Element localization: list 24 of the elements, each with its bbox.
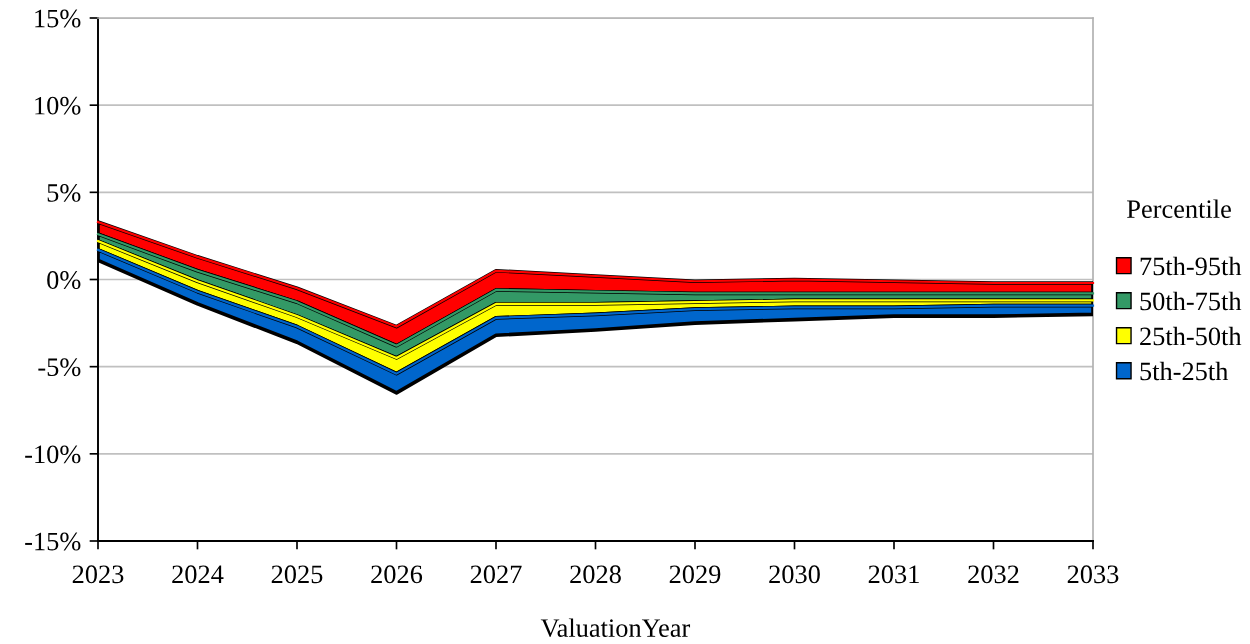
x-tick-label: 2033 <box>1067 565 1119 584</box>
x-tick-label: 2031 <box>868 565 919 584</box>
y-tick-label: 15% <box>35 9 81 28</box>
legend-title: Percentile <box>1127 199 1231 219</box>
y-tick-label: 10% <box>35 96 81 115</box>
x-tick-label: 2023 <box>72 565 124 584</box>
legend-label: 25th-50th <box>1140 326 1242 346</box>
legend-label: 5th-25th <box>1140 361 1229 381</box>
x-axis-title: ValuationYear <box>540 618 691 638</box>
legend-label: 75th-95th <box>1140 256 1242 276</box>
legend-label: 50th-75th <box>1140 291 1242 311</box>
x-tick-label: 2032 <box>968 565 1019 584</box>
y-tick-label: -5% <box>38 358 81 377</box>
y-tick-label: -15% <box>25 532 81 551</box>
y-tick-label: 0% <box>47 271 81 289</box>
x-tick-label: 2030 <box>769 565 820 584</box>
x-tick-label: 2026 <box>371 565 423 584</box>
y-tick-label: -10% <box>25 445 81 464</box>
x-tick-label: 2025 <box>271 565 323 584</box>
x-tick-label: 2024 <box>172 565 224 584</box>
y-tick-label: 5% <box>47 183 81 202</box>
x-tick-label: 2027 <box>470 565 522 584</box>
x-tick-label: 2029 <box>669 565 721 584</box>
x-tick-label: 2028 <box>570 565 621 584</box>
